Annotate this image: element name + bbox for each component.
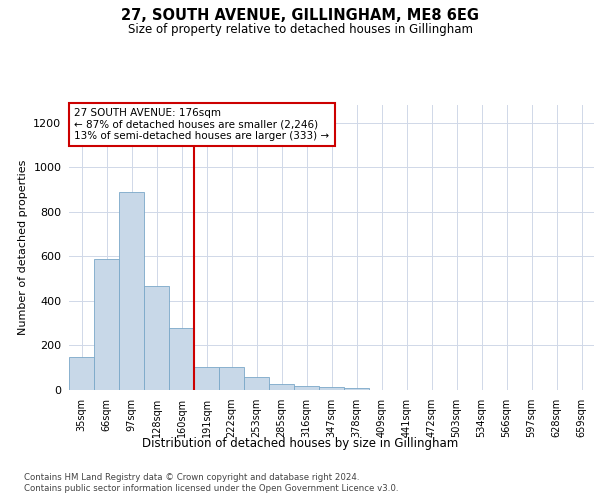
Bar	[119, 192, 144, 390]
Bar	[144, 286, 169, 390]
Bar	[244, 378, 269, 390]
Bar	[294, 386, 319, 390]
Text: 27, SOUTH AVENUE, GILLINGHAM, ME8 6EG: 27, SOUTH AVENUE, GILLINGHAM, ME8 6EG	[121, 8, 479, 22]
Bar	[169, 328, 194, 390]
Text: 27 SOUTH AVENUE: 176sqm
← 87% of detached houses are smaller (2,246)
13% of semi: 27 SOUTH AVENUE: 176sqm ← 87% of detache…	[74, 108, 329, 141]
Text: Size of property relative to detached houses in Gillingham: Size of property relative to detached ho…	[128, 22, 473, 36]
Bar	[69, 356, 94, 390]
Bar	[269, 384, 294, 390]
Bar	[194, 366, 219, 390]
Text: Contains public sector information licensed under the Open Government Licence v3: Contains public sector information licen…	[24, 484, 398, 493]
Bar	[344, 388, 369, 390]
Bar	[219, 366, 244, 390]
Bar	[94, 258, 119, 390]
Bar	[319, 387, 344, 390]
Y-axis label: Number of detached properties: Number of detached properties	[17, 160, 28, 335]
Text: Contains HM Land Registry data © Crown copyright and database right 2024.: Contains HM Land Registry data © Crown c…	[24, 472, 359, 482]
Text: Distribution of detached houses by size in Gillingham: Distribution of detached houses by size …	[142, 438, 458, 450]
